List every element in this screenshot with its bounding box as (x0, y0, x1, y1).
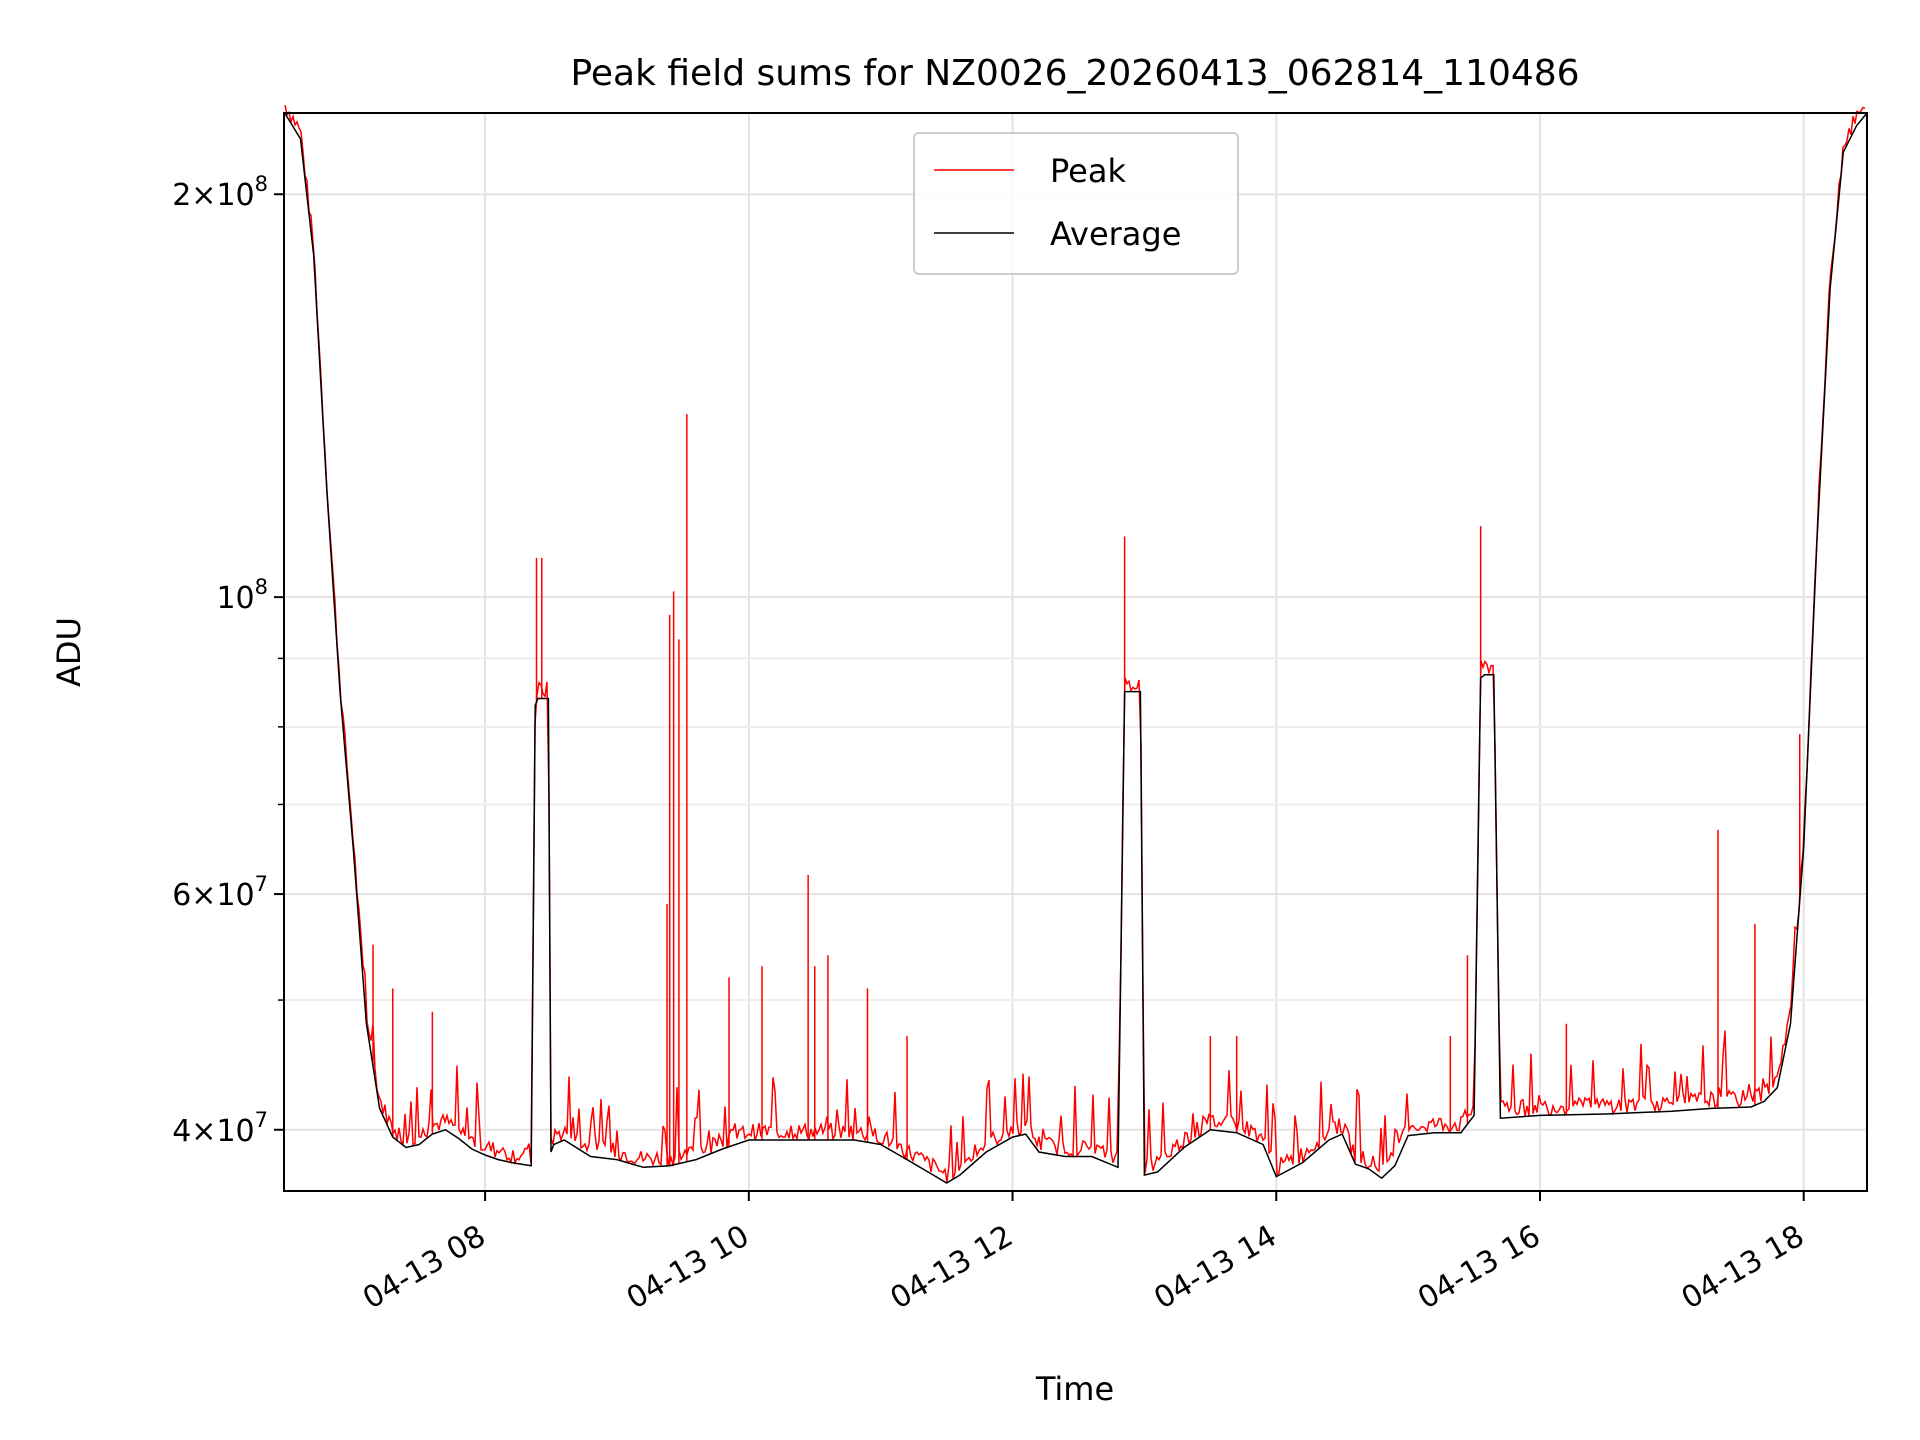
legend: Peak Average (913, 132, 1239, 275)
legend-box (913, 132, 1239, 275)
legend-peak-label: Peak (1050, 152, 1126, 190)
axes-frame (283, 112, 1868, 1192)
y-tick-label: 2×108 (172, 172, 268, 213)
average-series-line (284, 112, 1868, 1184)
y-tick-label: 4×107 (172, 1108, 268, 1149)
y-tick-label: 6×107 (172, 872, 268, 913)
series-layer (284, 104, 1868, 1184)
chart-title: Peak field sums for NZ0026_20260413_0628… (570, 53, 1579, 94)
y-axis-label: ADU (50, 617, 88, 687)
x-axis-label: Time (1035, 1370, 1114, 1408)
plot-area (284, 113, 1867, 1191)
y-tick-label: 108 (216, 575, 268, 616)
legend-average-label: Average (1050, 215, 1181, 253)
